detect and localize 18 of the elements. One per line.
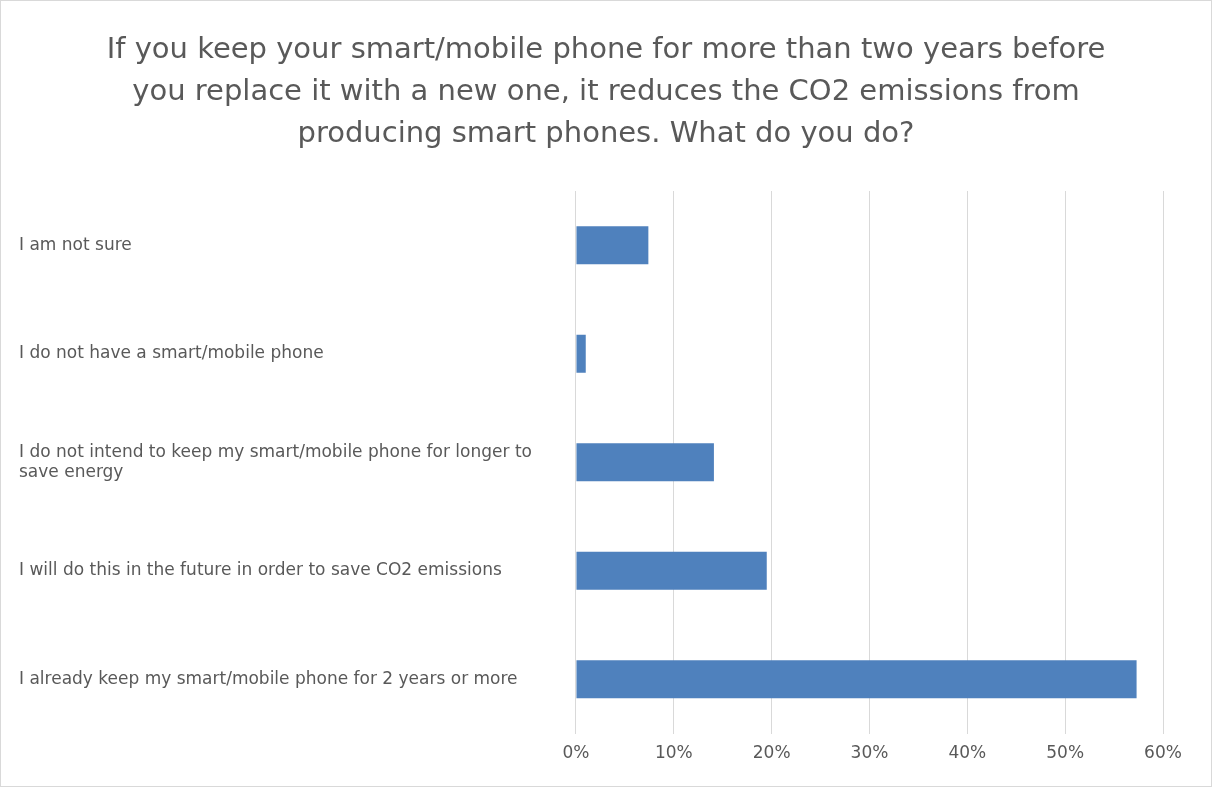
x-tick-label: 60% [1144,742,1182,763]
chart-title: If you keep your smart/mobile phone for more than two years before you replace it with a new one, it reduces the CO2 emissions from producing smart phones. What do you do? [105,30,1107,151]
bar [576,226,649,265]
y-tick-label: I already keep my smart/mobile phone for 2 years or more [19,667,518,688]
x-tick-label: 0% [562,742,590,763]
x-tick-label: 50% [1046,742,1085,763]
y-tick-label: I will do this in the future in order to save CO2 emissions [19,559,502,580]
y-tick-label: I do not intend to keep my smart/mobile phone for longer to save energy [19,440,532,481]
bar [576,551,767,590]
y-tick-label: I do not have a smart/mobile phone [19,342,324,363]
x-tick-label: 20% [752,742,791,763]
bar [576,443,714,482]
bar [576,334,586,373]
y-tick-label: I am not sure [19,233,132,254]
x-tick-label: 40% [948,742,987,763]
x-tick-label: 30% [850,742,889,763]
bar [576,660,1137,699]
x-tick-label: 10% [654,742,693,763]
